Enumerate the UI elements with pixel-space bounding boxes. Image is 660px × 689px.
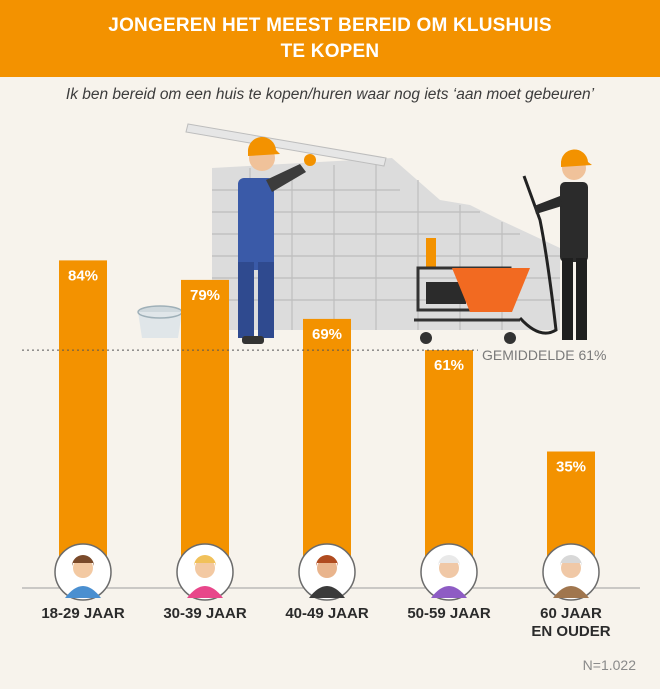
average-line-group: GEMIDDELDE 61% [22, 347, 606, 363]
chart-title-line-1: JONGEREN HET MEEST BEREID OM KLUSHUIS [108, 14, 552, 36]
avatar [54, 543, 112, 601]
value-label: 79% [190, 287, 220, 304]
value-label: 61% [434, 357, 464, 374]
chart-title-line-2: TE KOPEN [280, 40, 380, 62]
age-group-avatars [54, 543, 600, 601]
value-label: 69% [312, 326, 342, 343]
value-label: 84% [68, 267, 98, 284]
chart-subtitle: Ik ben bereid om een huis te kopen/huren… [65, 86, 595, 103]
category-labels: 18-29 JAAR 30-39 JAAR 40-49 JAAR 50-59 JAAR… [41, 605, 610, 640]
sample-size-note: N=1.022 [582, 657, 636, 673]
avatar [176, 543, 234, 601]
category-label: 50-59 JAAR [407, 605, 491, 622]
bar-series: 84% 79% 69% 61% 35% [59, 260, 595, 588]
title-banner: JONGEREN HET MEEST BEREID OM KLUSHUIS TE… [0, 0, 660, 77]
avatar [298, 543, 356, 601]
bar [181, 279, 229, 588]
category-label: 18-29 JAAR [41, 605, 125, 622]
machine-operator-illustration [534, 149, 592, 340]
category-label: 40-49 JAAR [285, 605, 369, 622]
worker-with-plank-illustration [185, 123, 387, 344]
bar [303, 318, 351, 588]
category-label: 30-39 JAAR [163, 605, 247, 622]
avatar [420, 543, 478, 601]
avatar [542, 543, 600, 601]
category-label: 60 JAAR [540, 605, 602, 622]
value-label: 35% [556, 459, 586, 476]
paint-bucket-illustration [137, 305, 183, 338]
average-label: GEMIDDELDE 61% [482, 347, 606, 363]
category-label: EN OUDER [531, 623, 610, 640]
plaster-machine-illustration [414, 175, 558, 344]
bar [59, 260, 107, 588]
